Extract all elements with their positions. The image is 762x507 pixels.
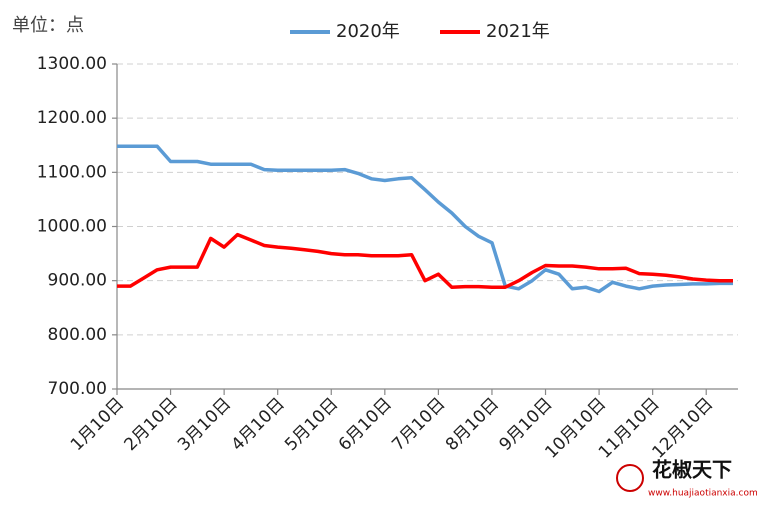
line-series (117, 144, 733, 294)
watermark-logo (616, 464, 644, 492)
watermark-url: www.huajiaotianxia.com (648, 489, 758, 499)
watermark-title: 花椒天下 (652, 458, 732, 482)
x-tick-label: 7月10日 (388, 394, 449, 455)
line-series (117, 232, 733, 289)
legend-label: 2021年 (486, 21, 550, 42)
x-tick-label: 5月10日 (281, 394, 342, 455)
watermark: 花椒天下 www.huajiaotianxia.com (616, 458, 758, 499)
x-tick-label: 4月10日 (228, 394, 289, 455)
y-tick-label: 1000.00 (37, 217, 107, 237)
y-tick-label: 700.00 (48, 379, 107, 399)
y-tick-label: 1200.00 (37, 108, 107, 128)
x-tick-label: 1月10日 (67, 394, 128, 455)
x-tick-label: 2月10日 (121, 394, 182, 455)
x-tick-label: 6月10日 (335, 394, 396, 455)
x-tick-label: 8月10日 (442, 394, 503, 455)
legend-label: 2020年 (336, 21, 400, 42)
y-tick-label: 800.00 (48, 325, 107, 345)
unit-label: 单位：点 (12, 15, 84, 36)
x-tick-label: 3月10日 (174, 394, 235, 455)
y-tick-label: 900.00 (48, 271, 107, 291)
y-tick-label: 1300.00 (37, 54, 107, 74)
y-tick-label: 1100.00 (37, 162, 107, 182)
